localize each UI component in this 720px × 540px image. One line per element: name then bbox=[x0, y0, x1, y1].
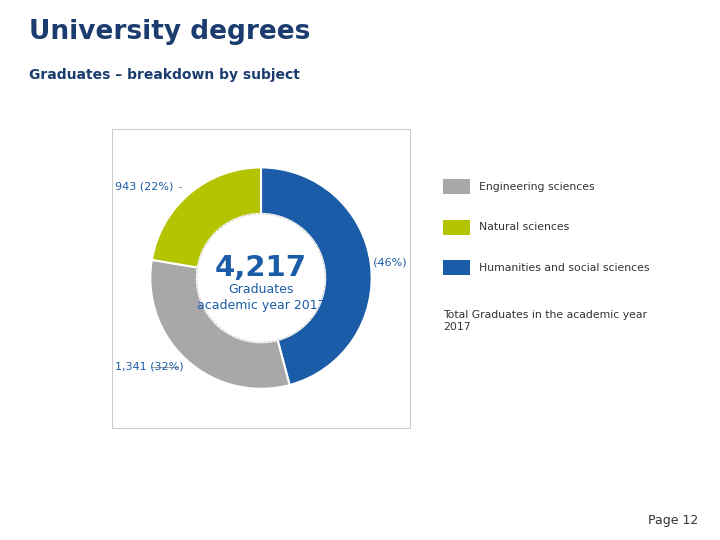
Text: Graduates – breakdown by subject: Graduates – breakdown by subject bbox=[29, 68, 300, 82]
Wedge shape bbox=[150, 260, 289, 389]
Text: academic year 2017: academic year 2017 bbox=[197, 299, 325, 312]
Text: 4,217: 4,217 bbox=[215, 254, 307, 282]
Text: 1,933 (46%): 1,933 (46%) bbox=[338, 258, 407, 267]
Text: Hannover: Hannover bbox=[633, 55, 677, 64]
Text: 943 (22%): 943 (22%) bbox=[115, 182, 181, 192]
Text: Leibniz: Leibniz bbox=[633, 26, 665, 35]
Text: Engineering sciences: Engineering sciences bbox=[479, 182, 595, 192]
Text: Universität: Universität bbox=[633, 40, 683, 49]
Text: University degrees: University degrees bbox=[29, 19, 310, 45]
Wedge shape bbox=[261, 167, 372, 385]
Text: Humanities and social sciences: Humanities and social sciences bbox=[479, 263, 649, 273]
Bar bbox=[112, 129, 410, 428]
Text: Graduates: Graduates bbox=[228, 282, 294, 296]
Wedge shape bbox=[152, 167, 261, 267]
Text: Total Graduates in the academic year
2017: Total Graduates in the academic year 201… bbox=[443, 310, 647, 332]
Text: Page 12: Page 12 bbox=[648, 514, 698, 527]
Text: Natural sciences: Natural sciences bbox=[479, 222, 569, 232]
Text: 1,341 (32%): 1,341 (32%) bbox=[115, 362, 184, 372]
